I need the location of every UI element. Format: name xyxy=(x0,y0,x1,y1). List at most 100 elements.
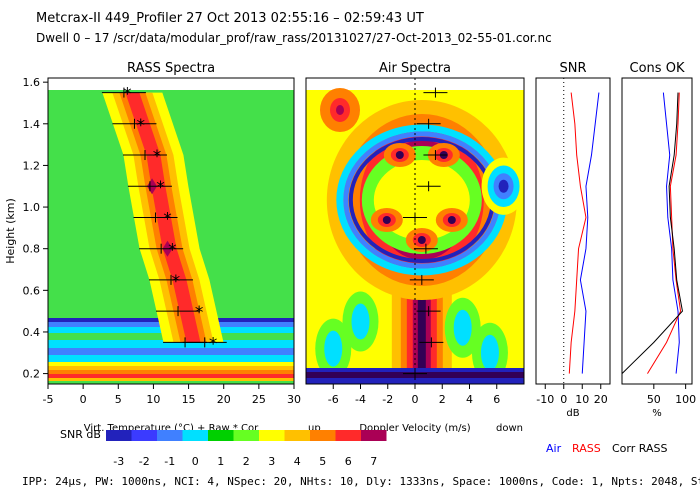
colorbar-tick: -2 xyxy=(139,455,150,468)
x-axis-label-down: down xyxy=(496,423,523,434)
x-axis-label: Doppler Velocity (m/s) xyxy=(359,423,470,434)
plot-frame xyxy=(47,77,295,385)
x-tick-label: -5 xyxy=(43,393,54,406)
plot-frame xyxy=(621,77,693,385)
panel-title: SNR xyxy=(559,61,586,76)
cons-ok-panel: Cons OK 50 100% xyxy=(621,61,696,419)
x-tick-label: 30 xyxy=(287,393,301,406)
colorbar-swatch xyxy=(131,430,157,441)
colorbar-swatch xyxy=(157,430,183,441)
x-tick-label: 20 xyxy=(217,393,231,406)
cons-line-corr-rass xyxy=(621,92,683,374)
air-spectra-panel: Air Spectra -6 -4 -2 0 2 4 6 Doppler Velocity (m… xyxy=(305,61,525,434)
x-tick-label: 2 xyxy=(439,393,446,406)
cor-point: * xyxy=(163,209,172,229)
x-tick-label: 0 xyxy=(80,393,87,406)
band xyxy=(48,378,294,381)
x-axis-label: Virt. Temperature (°C) + Raw * Cor xyxy=(84,423,259,434)
x-axis-label-up: up xyxy=(308,423,321,434)
cor-point: * xyxy=(209,334,218,354)
x-tick-label: -2 xyxy=(382,393,393,406)
x-axis-label: dB xyxy=(566,408,579,419)
colorbar-swatch xyxy=(233,430,259,441)
column xyxy=(417,270,426,384)
wing xyxy=(453,309,472,346)
x-tick-label: 4 xyxy=(466,393,473,406)
x-tick-label: 50 xyxy=(647,393,661,406)
legend-corr-rass: Corr RASS xyxy=(612,442,667,455)
x-axis-label: % xyxy=(652,408,662,419)
colorbar-tick: 2 xyxy=(243,455,250,468)
colorbar-tick: 6 xyxy=(345,455,352,468)
band xyxy=(48,370,294,374)
x-tick-label: 15 xyxy=(182,393,196,406)
y-tick-label: 1.4 xyxy=(23,118,41,131)
x-tick-label: 5 xyxy=(115,393,122,406)
field-top-blank xyxy=(48,78,294,90)
colorbar-swatch xyxy=(284,430,310,441)
colorbar-tick: 0 xyxy=(192,455,199,468)
band xyxy=(48,381,294,384)
side-cloud xyxy=(498,179,509,193)
panel-title: Cons OK xyxy=(630,61,685,76)
legend: Air RASS Corr RASS xyxy=(546,442,667,455)
y-tick-label: 0.8 xyxy=(23,243,41,256)
colorbar-swatch xyxy=(361,430,387,441)
hotspot xyxy=(447,216,456,224)
wing xyxy=(480,334,499,371)
corner-patch xyxy=(336,105,344,115)
colorbar-tick: 4 xyxy=(294,455,301,468)
colorbar-tick: -1 xyxy=(164,455,175,468)
x-tick-label: -10 xyxy=(536,393,554,406)
wing xyxy=(324,330,343,367)
colorbar-swatch xyxy=(335,430,361,441)
y-tick-label: 1.6 xyxy=(23,76,41,89)
y-tick-label: 0.2 xyxy=(23,368,41,381)
snr-line-air xyxy=(579,92,600,374)
hotspot xyxy=(417,236,426,244)
header-file-path: Dwell 0 – 17 /scr/data/modular_prof/raw_… xyxy=(36,31,552,45)
rass-field xyxy=(48,78,294,384)
cor-point: * xyxy=(168,241,177,261)
snr-panel: SNR -10 0 10 20 dB xyxy=(535,61,611,419)
y-tick-label: 1.0 xyxy=(23,201,41,214)
cor-point: * xyxy=(156,178,165,198)
air-field xyxy=(306,78,524,384)
y-tick-label: 0.6 xyxy=(23,284,41,297)
x-tick-label: 0 xyxy=(560,393,567,406)
rass-spectra-panel: RASS Spectra 0.2 0.4 0.6 0.8 1.0 1.2 1.4 1.6 -5 0 5… xyxy=(4,61,301,434)
footer-parameters: IPP: 24µs, PW: 1000ns, NCI: 4, NSpec: 20… xyxy=(22,475,700,488)
cor-point: * xyxy=(195,303,204,323)
cor-point: * xyxy=(172,272,181,292)
plot-frame xyxy=(535,77,611,385)
x-tick-label: 10 xyxy=(575,393,589,406)
colorbar-swatch xyxy=(310,430,336,441)
panel-title: Air Spectra xyxy=(379,61,451,76)
x-tick-label: -4 xyxy=(355,393,366,406)
header-title: Metcrax-II 449_Profiler 27 Oct 2013 02:5… xyxy=(36,11,424,26)
x-tick-label: 6 xyxy=(493,393,500,406)
colorbar-tick: 3 xyxy=(268,455,275,468)
band xyxy=(48,362,294,366)
cons-line-air xyxy=(662,92,680,374)
panel-title: RASS Spectra xyxy=(127,61,215,76)
band xyxy=(48,366,294,370)
snr-colorbar: SNR dB -3 -2 -1 0 1 2 3 4 5 6 7 xyxy=(60,428,387,468)
snr-line-rass xyxy=(568,92,587,374)
colorbar-tick: 5 xyxy=(319,455,326,468)
x-tick-label: 25 xyxy=(252,393,266,406)
x-tick-label: -6 xyxy=(328,393,339,406)
band xyxy=(48,355,294,362)
cor-point: * xyxy=(137,116,146,136)
x-tick-label: 100 xyxy=(675,393,696,406)
y-axis-label: Height (km) xyxy=(4,198,17,264)
colorbar-tick: 7 xyxy=(370,455,377,468)
colorbar-swatch xyxy=(208,430,234,441)
band xyxy=(48,348,294,355)
colorbar-swatch xyxy=(259,430,285,441)
x-tick-label: 0 xyxy=(412,393,419,406)
hotspot xyxy=(382,216,391,224)
colorbar-swatch xyxy=(182,430,208,441)
hotspot xyxy=(395,151,404,159)
band xyxy=(48,340,294,348)
